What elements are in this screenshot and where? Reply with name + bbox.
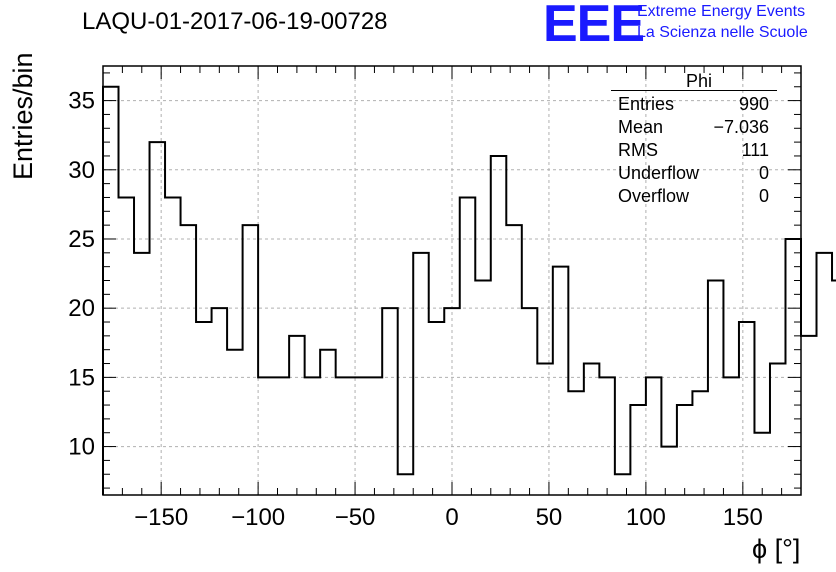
histogram-bin	[212, 308, 228, 495]
histogram-bin	[475, 281, 491, 496]
y-tick-label: 25	[68, 226, 95, 253]
histogram-bin	[227, 350, 243, 495]
histogram-bin	[599, 377, 615, 495]
logo-subtitle-line2: La Scienza nelle Scuole	[637, 24, 808, 41]
histogram-bin	[165, 197, 181, 495]
stats-row-rms: RMS 111	[611, 139, 777, 162]
histogram-bin	[692, 391, 708, 495]
stats-row-underflow: Underflow 0	[611, 162, 777, 185]
y-tick-label: 15	[68, 364, 95, 391]
stats-divider	[611, 90, 777, 91]
stats-box: Phi Entries 990 Mean −7.036 RMS 111 Unde…	[611, 72, 777, 208]
histogram-bin	[817, 253, 833, 495]
histogram-bin	[320, 350, 336, 495]
chart-title: LAQU-01-2017-06-19-00728	[82, 8, 388, 35]
histogram-bin	[708, 281, 724, 496]
histogram-bin	[723, 377, 739, 495]
histogram-bin	[646, 377, 662, 495]
histogram-bin	[553, 267, 569, 495]
histogram-bin	[305, 377, 321, 495]
y-tick-label: 35	[68, 88, 95, 115]
histogram-bin	[181, 225, 197, 495]
x-tick-label: −50	[335, 504, 376, 531]
stats-label: Mean	[618, 117, 664, 137]
histogram-bin	[134, 253, 150, 495]
histogram-bin	[150, 142, 166, 495]
histogram-bin	[336, 377, 352, 495]
stats-row-overflow: Overflow 0	[611, 185, 777, 208]
histogram-bin	[785, 239, 801, 495]
stats-value: 990	[738, 94, 769, 114]
stats-value: −7.036	[713, 117, 769, 137]
histogram-bin	[367, 377, 383, 495]
stats-row-mean: Mean −7.036	[611, 116, 777, 139]
x-tick-label: 0	[445, 504, 458, 531]
histogram-bin	[739, 322, 755, 495]
stats-label: Underflow	[618, 163, 700, 183]
histogram-bin	[258, 377, 274, 495]
histogram-bin	[584, 364, 600, 495]
histogram-bin	[413, 253, 429, 495]
histogram-bin	[801, 336, 817, 495]
stats-label: Entries	[618, 94, 675, 114]
histogram-bin	[754, 433, 770, 495]
histogram-bin	[196, 322, 212, 495]
y-axis-label: Entries/bin	[8, 52, 38, 180]
histogram-outline	[102, 85, 836, 495]
histogram-bin	[661, 447, 677, 495]
histogram-bin	[832, 281, 836, 496]
stats-title: Phi	[685, 71, 712, 91]
histogram-bin	[103, 87, 119, 495]
x-tick-label: 100	[626, 504, 666, 531]
y-tick-label: 20	[68, 295, 95, 322]
x-tick-label: 150	[723, 504, 763, 531]
histogram-bin	[351, 377, 367, 495]
stats-label: RMS	[618, 140, 658, 160]
histogram-bin	[119, 197, 135, 495]
histogram-bin	[615, 474, 631, 495]
histogram-bin	[568, 391, 584, 495]
histogram-bin	[274, 377, 290, 495]
histogram-bin	[677, 405, 693, 495]
histogram-bin	[491, 156, 507, 495]
y-tick-label: 30	[68, 157, 95, 184]
histogram-bin	[506, 225, 522, 495]
stats-value: 0	[758, 163, 769, 183]
x-axis-label: ϕ [°]	[752, 534, 801, 564]
logo-subtitle-line1: Extreme Energy Events	[637, 3, 806, 20]
x-tick-label: 50	[536, 504, 563, 531]
stats-label: Overflow	[618, 186, 690, 206]
eee-logo: EEE	[543, 0, 645, 53]
histogram-bin	[537, 364, 553, 495]
x-tick-label: −150	[134, 504, 188, 531]
histogram-bin	[382, 308, 398, 495]
stats-value: 111	[741, 140, 769, 160]
histogram-bin	[630, 405, 646, 495]
histogram-bin	[770, 364, 786, 495]
stats-row-entries: Entries 990	[611, 93, 777, 116]
histogram-bin	[243, 225, 259, 495]
histogram-bin	[460, 197, 476, 495]
histogram-bin	[289, 336, 305, 495]
x-tick-label: −100	[231, 504, 285, 531]
stats-value: 0	[758, 186, 769, 206]
histogram-bin	[398, 474, 414, 495]
histogram-bin	[522, 308, 538, 495]
y-tick-label: 10	[68, 434, 95, 461]
histogram-bin	[429, 322, 445, 495]
